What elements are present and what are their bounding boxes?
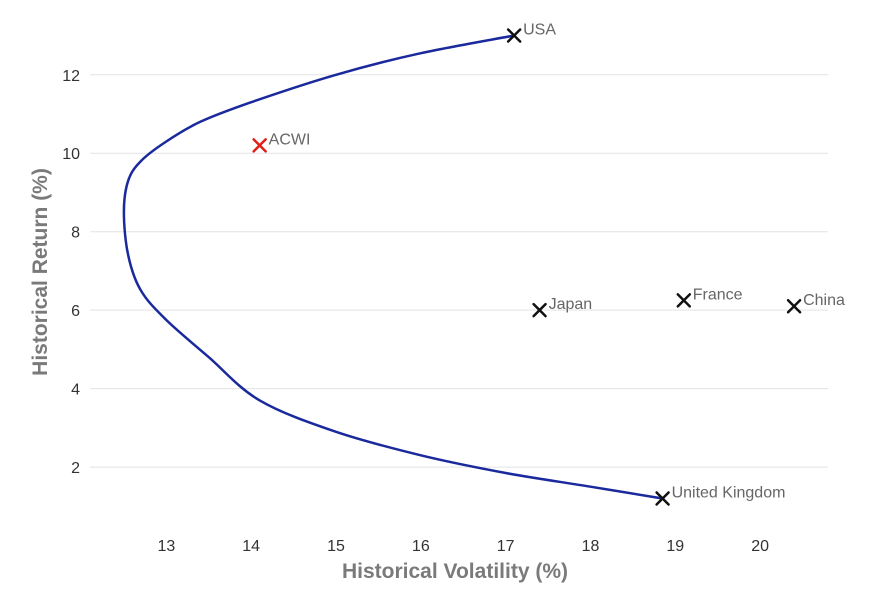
y-tick-labels: 2 4 6 8 10 12: [62, 68, 80, 477]
x-tick-label: 13: [157, 538, 175, 555]
y-tick-label: 2: [71, 460, 80, 477]
point-united-kingdom: [655, 491, 670, 506]
x-tick-label: 16: [412, 538, 430, 555]
x-tick-label: 14: [242, 538, 260, 555]
frontier-line: [122, 34, 664, 500]
data-points: USA ACWI Japan France China United Kingdom: [252, 22, 845, 506]
point-china: [786, 298, 802, 314]
point-label-usa: USA: [523, 22, 556, 39]
point-label-china: China: [803, 292, 845, 309]
gridlines: [90, 74, 828, 468]
point-france: [676, 293, 692, 308]
x-tick-label: 17: [497, 538, 515, 555]
point-japan: [532, 302, 547, 318]
point-label-united-kingdom: United Kingdom: [672, 484, 786, 501]
y-tick-label: 8: [71, 225, 80, 242]
x-tick-label: 15: [327, 538, 345, 555]
point-usa: [506, 28, 522, 43]
point-label-acwi: ACWI: [269, 131, 311, 148]
point-label-france: France: [693, 286, 743, 303]
x-axis-title: Historical Volatility (%): [342, 560, 568, 583]
y-tick-label: 4: [71, 382, 80, 399]
y-axis-title: Historical Return (%): [29, 168, 52, 376]
x-tick-label: 19: [666, 538, 684, 555]
x-tick-labels: 13 14 15 16 17 18 19 20: [157, 538, 769, 555]
y-tick-label: 12: [62, 68, 80, 85]
y-tick-label: 10: [62, 146, 80, 163]
point-label-japan: Japan: [549, 296, 593, 313]
point-acwi: [252, 138, 267, 153]
x-tick-label: 20: [751, 538, 769, 555]
y-tick-label: 6: [71, 303, 80, 320]
x-tick-label: 18: [582, 538, 600, 555]
